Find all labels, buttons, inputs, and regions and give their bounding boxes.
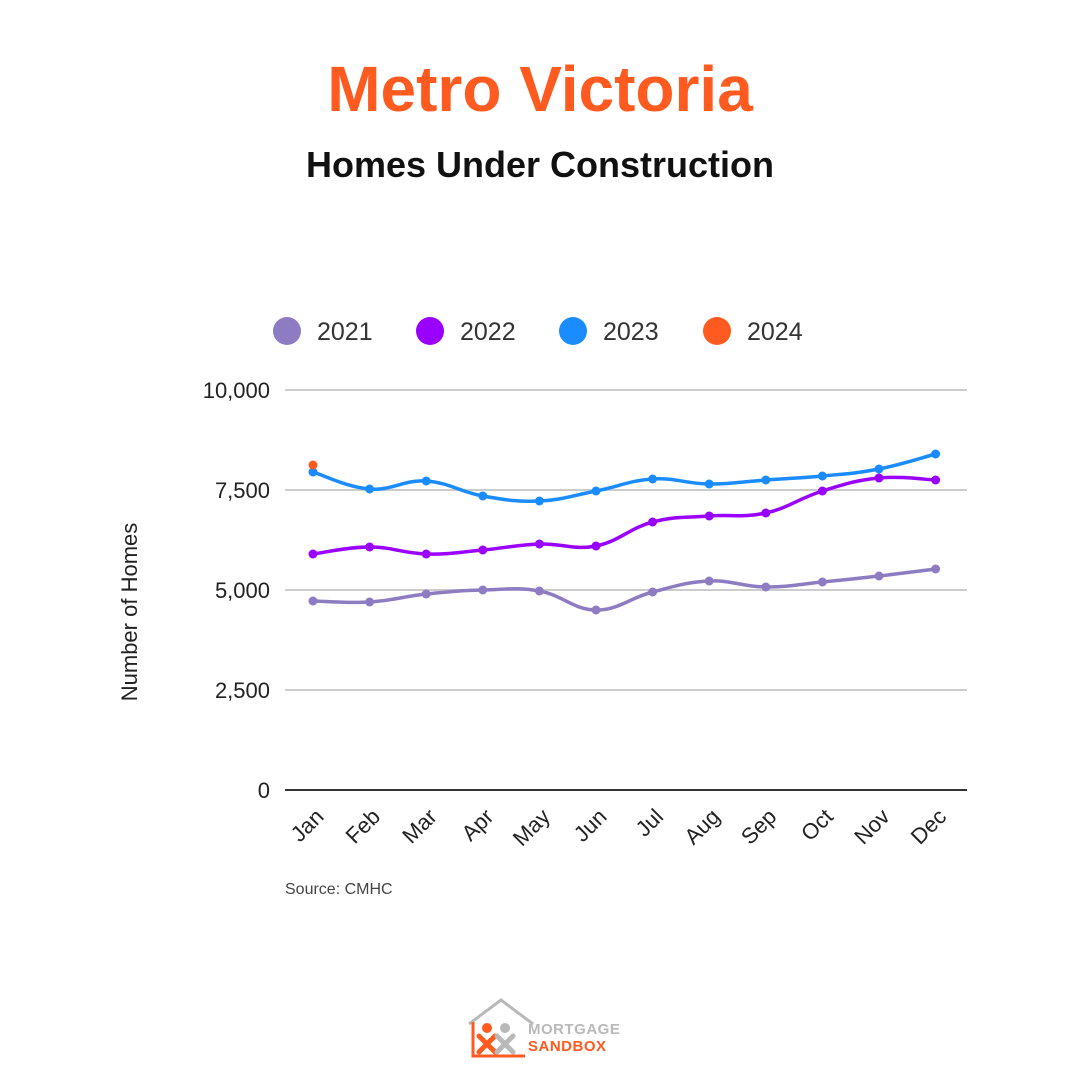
x-tick-label: Nov <box>849 804 894 849</box>
y-axis-label: Number of Homes <box>117 523 142 702</box>
data-point-2023 <box>761 475 771 485</box>
legend: 2021 2022 2023 2024 <box>273 317 803 346</box>
y-tick-label: 2,500 <box>215 678 270 703</box>
y-tick-label: 5,000 <box>215 578 270 603</box>
chart-title: Metro Victoria <box>327 53 753 125</box>
legend-item-2024: 2024 <box>703 317 803 346</box>
legend-label: 2022 <box>460 318 516 346</box>
data-point-2021 <box>931 564 941 574</box>
data-point-2022 <box>478 545 488 555</box>
data-point-2022 <box>761 508 771 518</box>
legend-swatch <box>703 317 731 345</box>
series-line-2023 <box>311 452 938 503</box>
data-point-2023 <box>478 491 488 501</box>
legend-label: 2023 <box>603 318 659 346</box>
data-point-2023 <box>931 449 941 459</box>
data-point-2021 <box>648 587 658 597</box>
x-tick-label: Oct <box>796 804 838 846</box>
series-2024 <box>308 460 318 470</box>
x-tick-label: Jan <box>286 804 329 847</box>
x-tick-label: Feb <box>341 804 385 848</box>
grid-lines <box>285 389 967 791</box>
data-point-2021 <box>704 576 714 586</box>
chart-subtitle: Homes Under Construction <box>305 144 775 185</box>
series-2023 <box>308 449 941 506</box>
legend-item-2022: 2022 <box>416 317 516 346</box>
legend-label: 2024 <box>747 318 803 346</box>
data-point-2022 <box>365 542 375 552</box>
data-point-2023 <box>308 467 318 477</box>
y-axis-ticks: 0 2,500 5,000 7,500 10,000 <box>203 378 270 803</box>
x-tick-label: May <box>508 804 555 851</box>
source-note: Source: CMHC <box>285 881 393 898</box>
x-tick-label: Aug <box>679 804 724 849</box>
legend-swatch <box>273 317 301 345</box>
data-point-2022 <box>817 486 827 496</box>
series-2021 <box>308 564 941 615</box>
data-point-2021 <box>534 586 544 596</box>
logo-text-mortgage: MORTGAGE <box>528 1021 621 1038</box>
data-point-2022 <box>591 541 601 551</box>
logo-text-sandbox: SANDBOX <box>528 1038 607 1055</box>
series-2022 <box>308 473 941 559</box>
x-tick-label: Dec <box>906 804 951 849</box>
data-point-2021 <box>761 582 771 592</box>
data-point-2021 <box>874 571 884 581</box>
legend-swatch <box>416 317 444 345</box>
data-point-2023 <box>874 464 884 474</box>
legend-swatch <box>559 317 587 345</box>
legend-item-2021: 2021 <box>273 317 373 346</box>
data-point-2021 <box>308 596 318 606</box>
x-tick-label: Sep <box>736 804 781 849</box>
y-tick-label: 7,500 <box>215 478 270 503</box>
data-point-2023 <box>591 486 601 496</box>
legend-item-2023: 2023 <box>559 317 659 346</box>
series-group <box>308 449 941 615</box>
x-tick-label: Jul <box>631 804 669 842</box>
data-point-2021 <box>591 605 601 615</box>
data-point-2023 <box>534 496 544 506</box>
data-point-2023 <box>421 476 431 486</box>
data-point-2024 <box>308 460 318 470</box>
x-tick-label: Jun <box>569 804 612 847</box>
data-point-2021 <box>421 589 431 599</box>
x-tick-label: Mar <box>397 804 441 848</box>
data-point-2023 <box>648 474 658 484</box>
data-point-2022 <box>704 511 714 521</box>
data-point-2022 <box>308 549 318 559</box>
data-point-2022 <box>421 549 431 559</box>
x-tick-label: Apr <box>456 804 498 846</box>
data-point-2023 <box>365 484 375 494</box>
data-point-2021 <box>478 585 488 595</box>
data-point-2021 <box>365 597 375 607</box>
legend-label: 2021 <box>317 318 373 346</box>
series-line-2022 <box>311 475 938 556</box>
data-point-2022 <box>534 539 544 549</box>
x-axis-ticks: Jan Feb Mar Apr May Jun Jul Aug Sep Oct Nov Dec <box>286 804 951 851</box>
data-point-2021 <box>817 577 827 587</box>
y-tick-label: 0 <box>258 778 270 803</box>
data-point-2022 <box>931 475 941 485</box>
data-point-2022 <box>874 473 884 483</box>
y-tick-label: 10,000 <box>203 378 270 403</box>
data-point-2022 <box>648 517 658 527</box>
data-point-2023 <box>704 479 714 489</box>
data-point-2023 <box>817 471 827 481</box>
mortgage-sandbox-logo-icon <box>468 998 534 1058</box>
